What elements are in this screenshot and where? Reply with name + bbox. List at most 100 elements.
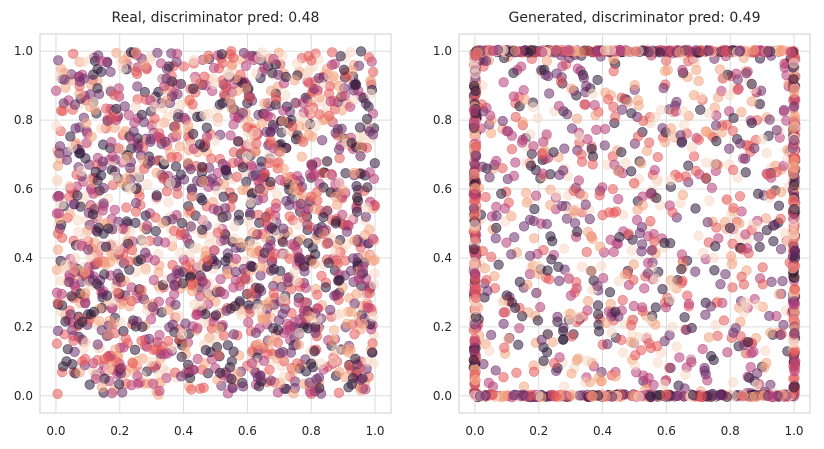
scatter-point	[200, 345, 211, 356]
scatter-point	[500, 307, 511, 318]
scatter-point	[565, 290, 577, 301]
scatter-point	[490, 233, 501, 244]
scatter-point	[332, 309, 343, 320]
scatter-point	[501, 237, 512, 248]
scatter-point	[713, 160, 724, 171]
scatter-point	[187, 191, 198, 202]
scatter-point	[62, 344, 73, 355]
scatter-point	[163, 335, 174, 347]
scatter-point	[604, 287, 616, 298]
x-tick-label: 0.0	[465, 424, 484, 438]
scatter-point	[149, 113, 160, 124]
scatter-point	[228, 147, 239, 158]
scatter-point	[244, 288, 255, 299]
scatter-point	[291, 58, 303, 69]
scatter-point	[654, 47, 666, 58]
scatter-point	[771, 125, 782, 136]
scatter-point	[100, 241, 112, 252]
scatter-point	[741, 68, 752, 79]
scatter-point	[346, 306, 357, 317]
scatter-point	[225, 130, 236, 141]
scatter-point	[123, 109, 134, 120]
scatter-point	[350, 353, 361, 364]
scatter-point	[585, 376, 596, 388]
scatter-point	[553, 261, 564, 273]
scatter-point	[171, 48, 183, 59]
scatter-point	[290, 97, 301, 108]
scatter-point	[508, 67, 519, 78]
scatter-point	[498, 390, 509, 401]
scatter-point	[740, 167, 751, 178]
scatter-point	[338, 64, 350, 75]
scatter-point	[106, 388, 118, 399]
scatter-point	[486, 329, 497, 341]
scatter-point	[77, 316, 88, 327]
scatter-point	[254, 283, 265, 294]
scatter-point	[721, 194, 732, 205]
scatter-point	[789, 155, 800, 166]
axes-frame	[39, 33, 392, 414]
scatter-point	[318, 211, 329, 223]
scatter-point	[201, 53, 212, 64]
scatter-point	[672, 390, 683, 401]
scatter-point	[614, 231, 625, 243]
scatter-point	[717, 73, 729, 84]
scatter-point	[493, 259, 504, 270]
scatter-point	[334, 274, 345, 285]
scatter-point	[193, 260, 204, 271]
scatter-point	[645, 314, 656, 325]
scatter-point	[364, 126, 375, 137]
scatter-point	[510, 111, 521, 123]
scatter-point	[683, 160, 694, 171]
scatter-point	[506, 249, 517, 260]
scatter-point	[116, 362, 127, 373]
scatter-point	[730, 323, 741, 334]
scatter-point	[113, 379, 125, 390]
scatter-point	[327, 169, 338, 181]
scatter-point	[601, 317, 612, 329]
scatter-point	[162, 111, 173, 122]
scatter-point	[613, 275, 625, 287]
scatter-point	[229, 221, 240, 232]
scatter-point	[727, 377, 739, 388]
scatter-point	[766, 276, 777, 288]
scatter-point	[51, 120, 62, 132]
scatter-point	[230, 266, 241, 278]
scatter-point	[103, 223, 114, 234]
scatter-point	[343, 382, 354, 393]
scatter-point	[323, 257, 334, 269]
scatter-point	[351, 181, 362, 192]
scatter-point	[688, 151, 700, 162]
scatter-point	[724, 89, 735, 101]
scatter-point	[752, 299, 763, 310]
scatter-point	[204, 332, 215, 343]
scatter-point	[180, 260, 192, 271]
scatter-point	[314, 109, 325, 120]
scatter-point	[617, 295, 628, 306]
scatter-point	[188, 128, 199, 139]
scatter-point	[53, 55, 64, 66]
scatter-point	[175, 169, 186, 180]
scatter-point	[130, 101, 142, 112]
scatter-point	[321, 238, 332, 249]
scatter-point	[187, 99, 198, 110]
scatter-point	[595, 241, 606, 252]
scatter-point	[650, 302, 661, 313]
scatter-point	[169, 289, 180, 300]
scatter-point	[578, 190, 589, 202]
scatter-point	[303, 77, 315, 89]
scatter-point	[325, 304, 336, 316]
scatter-point	[469, 189, 480, 200]
scatter-point	[518, 85, 529, 96]
scatter-point	[532, 113, 543, 124]
scatter-point	[172, 188, 183, 200]
scatter-point	[313, 73, 324, 84]
scatter-point	[161, 73, 172, 84]
scatter-point	[303, 238, 314, 249]
scatter-point	[202, 255, 213, 266]
scatter-point	[628, 300, 639, 312]
scatter-point	[349, 235, 360, 246]
scatter-point	[223, 69, 234, 80]
scatter-point	[620, 157, 631, 168]
scatter-point	[486, 128, 497, 139]
